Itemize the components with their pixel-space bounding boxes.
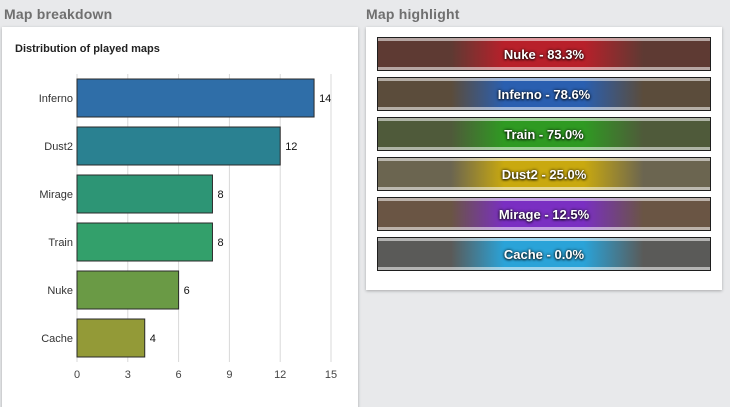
highlight-stripe bbox=[378, 118, 710, 121]
x-tick-label: 9 bbox=[226, 369, 232, 381]
data-label: 8 bbox=[217, 189, 223, 201]
x-tick-label: 3 bbox=[125, 369, 131, 381]
highlight-stripe bbox=[378, 187, 710, 190]
map-thumbnail bbox=[378, 38, 710, 70]
bar-nuke bbox=[76, 270, 180, 310]
map-highlight-train: Train - 75.0% bbox=[377, 117, 711, 151]
highlight-stripe bbox=[378, 238, 710, 241]
category-label: Nuke bbox=[47, 285, 73, 297]
highlight-stripe bbox=[378, 198, 710, 201]
map-highlight-title: Map highlight bbox=[366, 6, 460, 22]
highlight-stripe bbox=[378, 227, 710, 230]
map-thumbnail bbox=[378, 198, 710, 230]
highlight-stripe bbox=[378, 78, 710, 81]
map-breakdown-title: Map breakdown bbox=[4, 6, 113, 22]
category-label: Dust2 bbox=[44, 141, 73, 153]
category-label: Mirage bbox=[39, 189, 73, 201]
map-thumbnail bbox=[378, 158, 710, 190]
x-tick-label: 6 bbox=[176, 369, 182, 381]
bar-mirage bbox=[76, 174, 213, 214]
map-thumbnail bbox=[378, 78, 710, 110]
map-highlight-label: Cache - 0.0% bbox=[503, 246, 585, 262]
data-label: 4 bbox=[150, 333, 156, 345]
map-thumbnail bbox=[378, 238, 710, 270]
highlight-stripe bbox=[378, 38, 710, 41]
data-label: 12 bbox=[285, 141, 297, 153]
map-highlight-panel: Nuke - 83.3% Inferno - 78.6% Train - 75.0%… bbox=[366, 27, 722, 290]
map-thumbnail bbox=[378, 118, 710, 150]
x-tick-label: 0 bbox=[74, 369, 80, 381]
highlight-stripe bbox=[378, 107, 710, 110]
bar-dust2 bbox=[76, 126, 281, 166]
bar-chart: 0 3 6 9 12 15 Inferno 14 Dust2 12 Mirage 8 Train 8 Nuk… bbox=[39, 74, 337, 381]
highlight-stripe bbox=[378, 267, 710, 270]
category-label: Cache bbox=[41, 333, 73, 345]
map-highlight-nuke: Nuke - 83.3% bbox=[377, 37, 711, 71]
highlight-stripe bbox=[378, 147, 710, 150]
bar-train bbox=[76, 222, 213, 262]
category-label: Train bbox=[48, 237, 73, 249]
bar-inferno bbox=[76, 78, 315, 118]
highlight-stripe bbox=[378, 158, 710, 161]
map-highlight-label: Mirage - 12.5% bbox=[498, 206, 590, 222]
highlight-stripe bbox=[378, 67, 710, 70]
map-highlight-label: Inferno - 78.6% bbox=[497, 86, 591, 102]
category-label: Inferno bbox=[39, 93, 73, 105]
chart-panel: Distribution of played maps 0 3 6 9 12 15 Infe… bbox=[2, 27, 358, 407]
chart-title: Distribution of played maps bbox=[15, 43, 160, 55]
map-highlight-mirage: Mirage - 12.5% bbox=[377, 197, 711, 231]
map-highlight-label: Train - 75.0% bbox=[504, 126, 584, 142]
data-label: 14 bbox=[319, 93, 331, 105]
map-highlight-dust2: Dust2 - 25.0% bbox=[377, 157, 711, 191]
bar-cache bbox=[76, 318, 146, 358]
x-tick-label: 15 bbox=[325, 369, 337, 381]
x-tick-label: 12 bbox=[274, 369, 286, 381]
data-label: 8 bbox=[217, 237, 223, 249]
map-highlight-label: Dust2 - 25.0% bbox=[501, 166, 587, 182]
map-highlight-inferno: Inferno - 78.6% bbox=[377, 77, 711, 111]
map-highlight-label: Nuke - 83.3% bbox=[503, 46, 585, 62]
data-label: 6 bbox=[184, 285, 190, 297]
map-highlight-cache: Cache - 0.0% bbox=[377, 237, 711, 271]
